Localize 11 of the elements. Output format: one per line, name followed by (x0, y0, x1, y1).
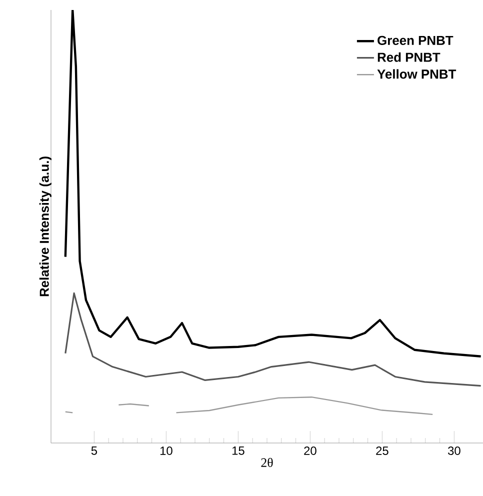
x-axis-title: 2θ (261, 458, 273, 468)
legend-label: Yellow PNBT (377, 69, 456, 79)
x-tick-label: 25 (376, 446, 388, 455)
y-axis-title: Relative Intensity (a.u.) (39, 156, 52, 296)
x-tick-label: 20 (304, 446, 316, 455)
x-tick-label: 10 (160, 446, 172, 455)
x-tick-label: 15 (232, 446, 244, 455)
legend-label: Green PNBT (377, 36, 454, 46)
legend-label: Red PNBT (378, 52, 440, 62)
x-tick-label: 5 (91, 446, 97, 455)
x-tick-label: 30 (448, 446, 460, 455)
